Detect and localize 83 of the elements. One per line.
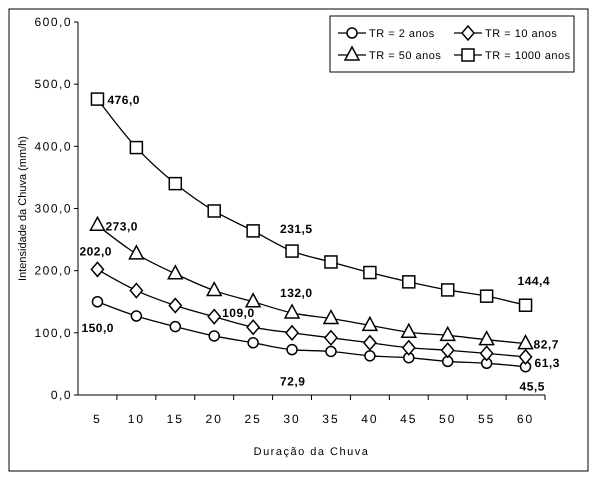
point [207,204,221,218]
data-label: 476,0 [107,93,140,108]
point [518,298,532,312]
point [130,310,142,322]
data-label: 144,4 [518,274,550,288]
y-tick-label: 200,0 [34,264,72,278]
x-tick-label: 35 [322,412,340,426]
point [480,346,494,362]
point [92,296,104,308]
point [401,323,417,338]
x-tick-label: 50 [439,412,456,426]
point [170,320,182,332]
data-label: 132,0 [280,286,313,300]
point [128,245,144,260]
point [168,176,182,190]
legend-label: TR = 2 anos [369,28,435,40]
x-tick-label: 20 [206,412,223,426]
x-tick-label: 10 [128,412,146,426]
point [363,335,377,351]
y-axis-title: Intensidade da Chuva (mm/h) [17,136,29,281]
data-label: 72,9 [280,374,306,389]
point [168,265,184,280]
data-label: 202,0 [79,244,112,258]
data-label: 273,0 [105,219,138,234]
point [402,340,416,356]
data-label: 150,0 [81,320,114,335]
point [130,282,144,298]
point [246,319,260,335]
point [90,262,104,278]
point [286,344,298,356]
point [285,244,299,258]
point [518,334,534,350]
point [480,358,492,370]
y-tick-label: 500,0 [34,77,72,92]
data-label: 231,5 [280,222,313,236]
x-tick-label: 40 [361,412,379,426]
point [208,330,220,342]
point [284,304,300,319]
point [364,350,376,362]
point [324,330,338,346]
x-tick-label: 30 [283,412,301,426]
point [480,289,494,303]
point [246,224,260,238]
point [363,266,377,280]
data-label: 45,5 [520,380,545,394]
point [323,310,339,324]
x-tick-label: 55 [478,412,496,426]
y-tick-label: 400,0 [34,139,72,154]
data-label: 109,0 [222,306,255,320]
point [442,356,454,368]
legend-label: TR = 1000 anos [485,50,571,62]
point [402,275,416,289]
y-tick-label: 100,0 [34,326,72,340]
point [518,349,532,365]
point [130,140,144,154]
x-tick-label: 5 [93,412,102,426]
data-label: 61,3 [534,356,560,370]
point [362,316,378,332]
x-tick-label: 45 [400,412,418,426]
point [207,308,221,324]
point [90,92,104,106]
point [440,342,454,358]
x-axis-title: Duração da Chuva [254,446,370,458]
y-tick-label: 600,0 [34,15,72,29]
point [90,216,106,232]
legend-label: TR = 10 anos [485,28,558,40]
point [168,298,182,314]
y-tick-label: 0,0 [50,388,72,402]
point [206,282,222,296]
x-tick-label: 15 [166,412,184,426]
point [478,330,494,346]
x-tick-label: 25 [244,412,262,426]
point [324,255,338,269]
point [245,293,261,308]
x-tick-label: 60 [516,412,534,426]
legend-label: TR = 50 anos [369,50,442,62]
point [247,337,259,349]
point [440,326,456,342]
point [440,283,454,297]
point [285,325,299,341]
y-tick-label: 300,0 [34,202,72,216]
data-label: 82,7 [534,338,559,352]
point [325,346,337,358]
